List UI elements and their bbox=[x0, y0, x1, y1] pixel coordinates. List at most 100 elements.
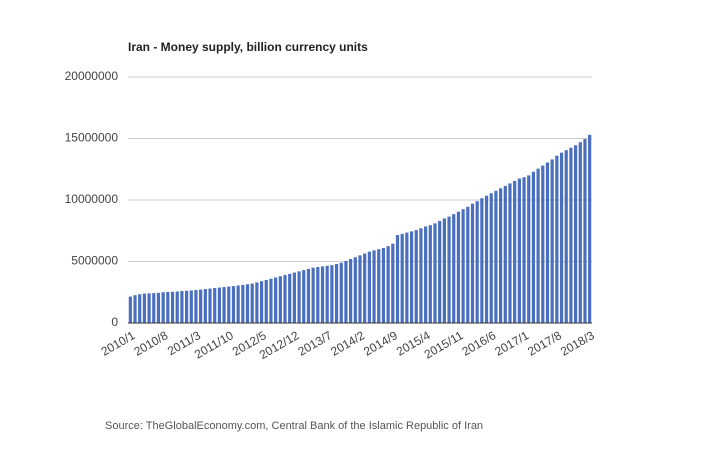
bar bbox=[316, 267, 320, 323]
bar bbox=[447, 216, 451, 323]
x-tick-label: 2016/6 bbox=[460, 328, 499, 359]
bar bbox=[588, 134, 592, 323]
bar bbox=[278, 276, 282, 323]
bar bbox=[391, 243, 395, 323]
bar bbox=[353, 257, 357, 323]
bar bbox=[227, 286, 231, 323]
x-tick-label: 2017/8 bbox=[525, 328, 564, 359]
bar bbox=[231, 286, 236, 323]
bar bbox=[386, 246, 390, 323]
bar bbox=[400, 233, 404, 323]
bar bbox=[405, 232, 409, 323]
bar bbox=[269, 278, 273, 323]
y-tick-label: 10000000 bbox=[65, 192, 119, 206]
x-tick-label: 2014/2 bbox=[328, 328, 367, 359]
bar bbox=[222, 287, 226, 323]
bar bbox=[297, 271, 301, 323]
bar bbox=[513, 180, 517, 323]
bar bbox=[213, 288, 217, 323]
bar bbox=[494, 190, 498, 323]
bar bbox=[489, 193, 493, 323]
bar bbox=[349, 259, 353, 323]
bar bbox=[320, 266, 325, 323]
bar bbox=[128, 296, 132, 323]
bar bbox=[531, 171, 536, 323]
bar bbox=[147, 293, 151, 323]
bar bbox=[156, 292, 161, 323]
x-tick-label: 2013/7 bbox=[295, 328, 334, 359]
bar bbox=[189, 290, 193, 323]
x-tick-label: 2018/3 bbox=[558, 328, 597, 359]
bar bbox=[203, 289, 207, 323]
bar bbox=[452, 214, 456, 323]
bar bbox=[274, 277, 278, 323]
bar bbox=[330, 265, 334, 323]
bar bbox=[456, 211, 461, 323]
bar bbox=[480, 198, 484, 323]
bar bbox=[344, 260, 348, 323]
bar bbox=[255, 282, 259, 323]
bar bbox=[184, 290, 189, 323]
bar bbox=[311, 267, 315, 323]
bar bbox=[517, 178, 521, 323]
bar bbox=[339, 262, 343, 323]
bar bbox=[306, 268, 311, 323]
bar bbox=[283, 275, 287, 323]
bar bbox=[466, 206, 470, 323]
bar bbox=[358, 255, 362, 323]
bar bbox=[419, 228, 423, 323]
bar bbox=[569, 147, 573, 323]
bar bbox=[475, 201, 479, 323]
bar bbox=[559, 152, 564, 323]
bar bbox=[264, 279, 268, 323]
bar bbox=[395, 235, 400, 323]
x-tick-label: 2014/9 bbox=[361, 328, 400, 359]
bar bbox=[583, 139, 587, 323]
bar bbox=[414, 230, 418, 323]
bar bbox=[138, 294, 142, 323]
bar bbox=[292, 272, 296, 323]
bar bbox=[409, 231, 414, 323]
x-tick-label: 2017/1 bbox=[492, 328, 531, 359]
bar bbox=[259, 281, 264, 323]
bar bbox=[161, 292, 165, 323]
bar bbox=[325, 265, 329, 323]
bar bbox=[564, 150, 568, 323]
bar bbox=[199, 289, 203, 323]
bar bbox=[536, 168, 540, 323]
bar bbox=[133, 295, 137, 323]
x-tick-label: 2010/1 bbox=[99, 328, 138, 359]
bar bbox=[522, 177, 526, 323]
bar bbox=[428, 225, 432, 323]
source-note: Source: TheGlobalEconomy.com, Central Ba… bbox=[105, 420, 483, 432]
bar bbox=[433, 223, 437, 323]
bar bbox=[152, 293, 156, 323]
bar bbox=[175, 291, 179, 323]
bar bbox=[241, 284, 245, 323]
chart-title: Iran - Money supply, billion currency un… bbox=[128, 40, 368, 54]
bar bbox=[550, 159, 554, 323]
bar bbox=[372, 250, 376, 323]
bar bbox=[288, 273, 292, 323]
bar bbox=[217, 287, 221, 323]
bar bbox=[245, 284, 250, 323]
y-tick-label: 0 bbox=[111, 315, 118, 329]
bar bbox=[180, 291, 184, 323]
bar bbox=[541, 165, 545, 323]
bar bbox=[438, 220, 442, 323]
bar bbox=[367, 251, 371, 323]
bar bbox=[484, 195, 489, 323]
bar bbox=[508, 183, 512, 323]
bar bbox=[527, 175, 531, 323]
bar bbox=[574, 145, 578, 323]
bar bbox=[170, 291, 175, 323]
bar bbox=[208, 288, 212, 323]
bar bbox=[377, 249, 381, 323]
bar bbox=[461, 209, 465, 323]
bar bbox=[142, 293, 146, 323]
y-tick-label: 5000000 bbox=[71, 254, 118, 268]
bar bbox=[442, 218, 446, 323]
bar bbox=[194, 290, 198, 323]
bar bbox=[381, 247, 386, 323]
